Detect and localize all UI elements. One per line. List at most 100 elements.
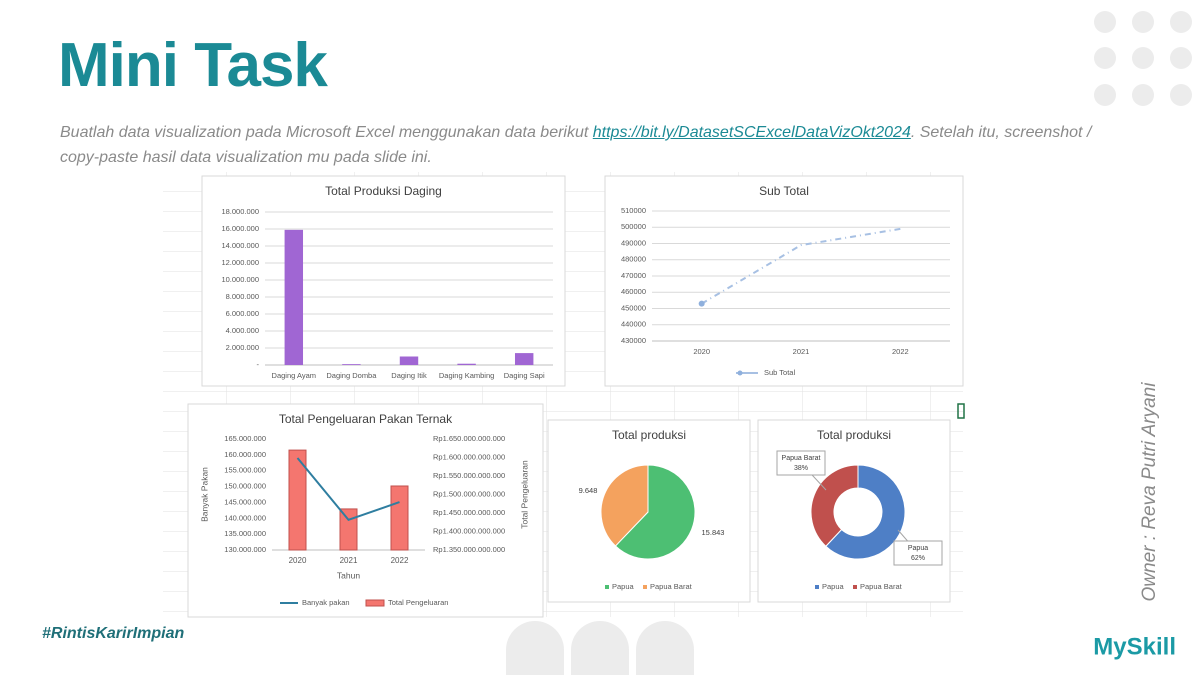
y-tick-label: 480000	[621, 255, 646, 264]
slice	[810, 464, 859, 547]
y-tick-label: 490000	[621, 238, 646, 247]
chart-title: Total produksi	[817, 428, 891, 442]
y-tick-label: 140.000.000	[224, 513, 266, 522]
chart-frame	[604, 175, 964, 387]
x-tick-label: 2020	[693, 347, 710, 356]
line	[701, 227, 901, 305]
legend-label: Banyak pakan	[302, 598, 350, 607]
y-tick-label: 510000	[621, 206, 646, 215]
legend-swatch	[815, 585, 819, 589]
y-tick-label: Rp1.600.000.000.000	[433, 452, 505, 461]
legend-label: Sub Total	[764, 368, 795, 377]
x-tick-label: 2021	[793, 347, 810, 356]
chart-frame	[201, 175, 566, 387]
legend-swatch	[853, 585, 857, 589]
x-tick-label: Daging Sapi	[504, 371, 545, 380]
y-tick-label: 470000	[621, 271, 646, 280]
slice	[825, 464, 906, 560]
bar	[457, 363, 476, 365]
y-tick-label: 430000	[621, 336, 646, 345]
data-label-category: Papua Barat	[782, 455, 821, 462]
chart-title: Sub Total	[759, 184, 809, 198]
instruction: Buatlah data visualization pada Microsof…	[60, 120, 1120, 170]
charts: Total Produksi Daging - 2.000.000 4.000.000…	[187, 175, 964, 618]
y-tick-label: 460000	[621, 287, 646, 296]
instruction-text: Buatlah data visualization pada Microsof…	[60, 124, 593, 141]
data-label: 15.843	[702, 528, 725, 537]
label-box	[776, 450, 826, 476]
data-label: 38%	[794, 465, 808, 472]
x-tick-label: 2020	[289, 556, 307, 565]
y-tick-label: 450000	[621, 303, 646, 312]
bar	[514, 353, 534, 365]
y-tick-label: 12.000.000	[221, 258, 259, 267]
y-tick-label: 150.000.000	[224, 482, 266, 491]
y-tick-label: 2.000.000	[226, 343, 259, 352]
data-label: 9.648	[579, 486, 598, 495]
y-tick-label: Rp1.400.000.000.000	[433, 526, 505, 535]
y-tick-label: Rp1.500.000.000.000	[433, 489, 505, 498]
chart-frame	[757, 419, 951, 603]
y-tick-label: 10.000.000	[221, 275, 259, 284]
y-tick-label: 135.000.000	[224, 529, 266, 538]
owner: Owner : Reva Putri Aryani	[1139, 382, 1160, 602]
y-tick-label: Rp1.550.000.000.000	[433, 471, 505, 480]
y-tick-label: 165.000.000	[224, 434, 266, 443]
slice	[614, 464, 696, 560]
legend-label: Total Pengeluaran	[388, 598, 448, 607]
x-tick-label: Daging Domba	[326, 371, 377, 380]
y-tick-label: Rp1.650.000.000.000	[433, 434, 505, 443]
y-tick-label: 4.000.000	[226, 326, 259, 335]
bar	[390, 485, 409, 551]
x-tick-label: 2022	[892, 347, 909, 356]
y-tick-label: 14.000.000	[221, 241, 259, 250]
cell-cursor	[957, 403, 965, 419]
x-tick-label: Daging Kambing	[439, 371, 494, 380]
chart-frame	[187, 403, 544, 618]
x-tick-label: Daging Ayam	[272, 371, 316, 380]
y-tick-label: 145.000.000	[224, 497, 266, 506]
y-tick-label: 155.000.000	[224, 466, 266, 475]
bar	[288, 449, 307, 551]
legend-swatch	[605, 585, 609, 589]
x-tick-label: Daging Itik	[391, 371, 427, 380]
instruction-text: . Setelah itu, screenshot / copy-paste h…	[60, 124, 1092, 166]
y-tick-label: -	[257, 360, 260, 369]
x-tick-label: 2021	[340, 556, 358, 565]
y-tick-label: Rp1.350.000.000.000	[433, 545, 505, 554]
logo: MySkill	[1093, 633, 1176, 660]
y-tick-label: 8.000.000	[226, 292, 259, 301]
y-tick-label: 500000	[621, 222, 646, 231]
y-tick-label: Rp1.450.000.000.000	[433, 508, 505, 517]
x-tick-label: 2022	[391, 556, 409, 565]
data-label: 62%	[911, 555, 925, 562]
legend-label: Papua Barat	[650, 582, 693, 591]
y-tick-label: 160.000.000	[224, 450, 266, 459]
dataset-link[interactable]: https://bit.ly/DatasetSCExcelDataVizOkt2…	[592, 124, 911, 141]
bar	[399, 356, 419, 365]
x-axis-title: Tahun	[337, 570, 360, 580]
hashtag: #RintisKarirImpian	[42, 625, 184, 642]
legend-swatch	[365, 599, 385, 607]
point	[698, 300, 705, 307]
legend-label: Papua	[822, 582, 845, 591]
chart-title: Total Pengeluaran Pakan Ternak	[279, 412, 453, 426]
y-tick-label: 130.000.000	[224, 545, 266, 554]
legend-swatch	[737, 370, 743, 376]
bar	[339, 508, 358, 551]
title: Mini Task	[58, 31, 328, 100]
legend-label: Papua Barat	[860, 582, 903, 591]
bar	[284, 229, 304, 365]
data-label-category: Papua	[908, 545, 928, 552]
chart-title: Total Produksi Daging	[325, 184, 442, 198]
slice	[600, 464, 649, 547]
chart-title: Total produksi	[612, 428, 686, 442]
y-tick-label: 16.000.000	[221, 224, 259, 233]
label-box	[893, 540, 943, 566]
y-axis-title: Banyak Pakan	[199, 467, 209, 522]
legend-label: Papua	[612, 582, 635, 591]
decoration	[506, 11, 1192, 675]
line	[296, 457, 400, 522]
